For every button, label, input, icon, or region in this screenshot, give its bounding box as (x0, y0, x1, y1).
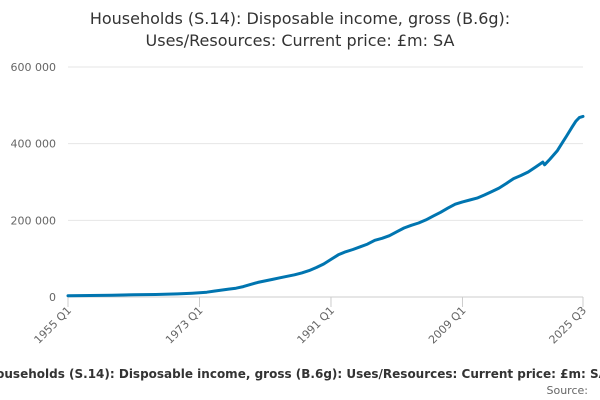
x-tick-label: 1955 Q1 (32, 304, 75, 347)
series-line (66, 114, 585, 298)
y-tick-label: 600 000 (11, 61, 57, 74)
legend-label: Households (S.14): Disposable income, gr… (0, 367, 600, 381)
x-tick-label: 1973 Q1 (163, 304, 206, 347)
y-axis: 0 200 000 400 000 600 000 (11, 61, 57, 304)
chart-title: Households (S.14): Disposable income, gr… (90, 9, 510, 50)
x-tick-label: 1991 Q1 (295, 304, 338, 347)
x-axis: 1955 Q1 1973 Q1 1991 Q1 2009 Q1 2025 Q3 (32, 297, 590, 347)
chart-title-line-1: Households (S.14): Disposable income, gr… (90, 9, 510, 28)
chart-title-line-2: Uses/Resources: Current price: £m: SA (146, 31, 455, 50)
source-label: Source: (547, 384, 589, 397)
series-group (66, 114, 585, 298)
legend: Households (S.14): Disposable income, gr… (0, 367, 600, 381)
y-gridlines (68, 66, 583, 298)
x-tick-label: 2025 Q3 (547, 304, 590, 347)
y-tick-label: 400 000 (11, 138, 57, 151)
y-tick-label: 200 000 (11, 214, 57, 227)
y-tick-label: 0 (49, 291, 56, 304)
x-tick-label: 2009 Q1 (426, 304, 469, 347)
